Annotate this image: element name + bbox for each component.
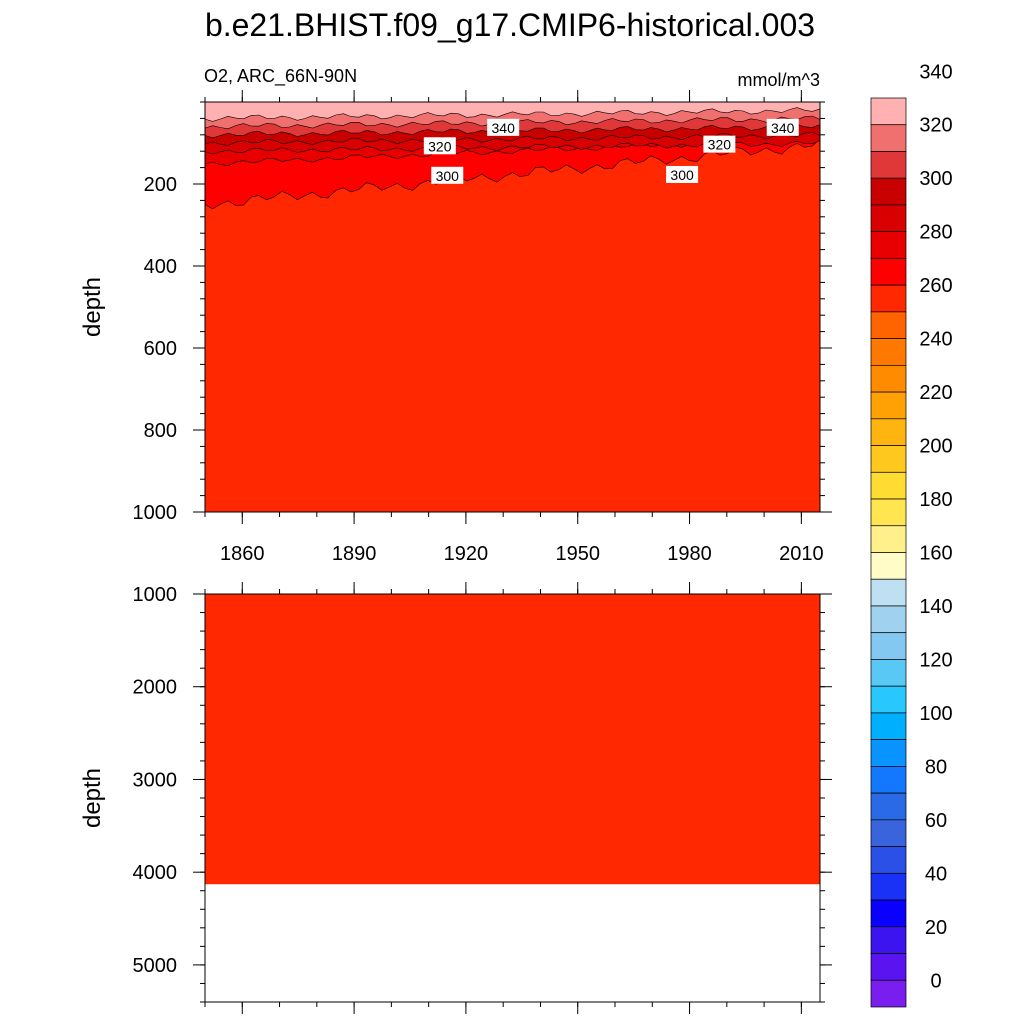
colorbar-swatch <box>870 872 907 901</box>
colorbar-swatch <box>870 471 907 500</box>
colorbar-swatch <box>870 498 907 527</box>
colorbar-swatch <box>870 97 907 126</box>
contour-band <box>204 101 821 122</box>
colorbar-swatch <box>870 926 907 954</box>
contour-label-box <box>703 135 736 153</box>
variable-label: O2, ARC_66N-90N <box>204 66 357 87</box>
y-tick-label: 3000 <box>133 769 178 791</box>
y-tick-label: 1000 <box>133 584 178 606</box>
contour-label-box <box>487 118 520 136</box>
contour-label-box <box>431 166 464 184</box>
contour-label: 320 <box>428 138 452 154</box>
colorbar-swatch <box>870 311 907 339</box>
colorbar-label: 60 <box>925 810 947 832</box>
colorbar-label: 180 <box>919 489 952 511</box>
y-tick-label: 4000 <box>133 862 178 884</box>
colorbar-swatch <box>870 712 907 740</box>
colorbar-label: 140 <box>919 596 952 618</box>
y-tick-label: 2000 <box>133 677 178 699</box>
colorbar-swatch <box>870 391 907 420</box>
colorbar-label: 260 <box>919 275 952 297</box>
colorbar-swatch <box>870 979 907 1008</box>
x-tick-label: 1860 <box>220 543 265 565</box>
colorbar-label: 160 <box>919 543 952 565</box>
y-tick-label: 5000 <box>133 955 178 977</box>
contour-label: 300 <box>436 168 460 184</box>
colorbar-swatch <box>870 846 907 874</box>
colorbar-swatch <box>870 953 907 981</box>
colorbar-label: 40 <box>925 863 947 885</box>
y-axis-label: depth <box>79 277 106 337</box>
x-tick-label: 1950 <box>555 543 600 565</box>
contour-label: 340 <box>492 120 516 136</box>
x-tick-label: 1890 <box>332 543 377 565</box>
colorbar-swatch <box>870 766 907 794</box>
colorbar-label: 320 <box>919 115 952 137</box>
y-tick-label: 200 <box>144 174 177 196</box>
colorbar-swatch <box>870 418 907 446</box>
y-tick-label: 800 <box>144 420 177 442</box>
colorbar-swatch <box>870 685 907 714</box>
contour-label: 320 <box>708 137 732 153</box>
contour-label-box <box>666 165 699 183</box>
colorbar-swatch <box>870 739 907 767</box>
colorbar-swatch <box>870 659 907 687</box>
colorbar-swatch <box>870 177 907 206</box>
contour-label-box <box>766 118 799 136</box>
colorbar-swatch <box>870 338 907 366</box>
units-label: mmol/m^3 <box>738 70 820 90</box>
y-tick-label: 600 <box>144 338 177 360</box>
colorbar-swatch <box>870 792 907 821</box>
colorbar-label: 100 <box>919 703 952 725</box>
x-tick-label: 1980 <box>667 543 712 565</box>
lower-fill <box>205 594 820 885</box>
y-axis-label: depth <box>79 768 106 828</box>
colorbar-swatch <box>870 525 907 553</box>
colorbar-label: 340 <box>919 61 952 83</box>
contour-label: 300 <box>670 167 694 183</box>
colorbar-swatch <box>870 258 907 286</box>
y-tick-label: 400 <box>144 256 177 278</box>
colorbar-swatch <box>870 632 907 660</box>
colorbar-label: 80 <box>925 756 947 778</box>
colorbar-swatch <box>870 605 907 634</box>
colorbar-label: 120 <box>919 649 952 671</box>
x-tick-label: 2010 <box>779 543 824 565</box>
colorbar-swatch <box>870 284 907 313</box>
colorbar-label: 220 <box>919 382 952 404</box>
contour-label: 340 <box>771 120 795 136</box>
y-tick-label: 1000 <box>133 502 178 524</box>
colorbar-label: 300 <box>919 168 952 190</box>
colorbar-swatch <box>870 819 907 847</box>
colorbar-label: 0 <box>930 970 941 992</box>
colorbar-swatch <box>870 552 907 580</box>
chart-title: b.e21.BHIST.f09_g17.CMIP6-historical.003 <box>205 7 815 43</box>
lower-panel: 1000 2000 3000 4000 5000 depth <box>79 582 832 1014</box>
colorbar-swatch <box>870 899 907 928</box>
colorbar-swatch <box>870 445 907 473</box>
colorbar-label: 240 <box>919 329 952 351</box>
colorbar-swatch <box>870 204 907 233</box>
colorbar-label: 200 <box>919 436 952 458</box>
colorbar: 0 20 40 60 80 100 120 140 160 180 200 220 240 260 280 3… <box>870 61 953 1008</box>
colorbar-swatch <box>870 151 907 179</box>
colorbar-swatch <box>870 578 907 607</box>
contour-label-box <box>423 137 456 155</box>
upper-frame <box>204 101 821 513</box>
x-tick-label: 1920 <box>444 543 489 565</box>
colorbar-swatch <box>870 124 907 152</box>
colorbar-swatch <box>870 365 907 393</box>
upper-panel: 340 340 320 320 300 300 200 400 600 800 1000 1860 18… <box>79 90 832 565</box>
colorbar-label: 20 <box>925 917 947 939</box>
colorbar-label: 280 <box>919 222 952 244</box>
colorbar-swatch <box>870 231 907 259</box>
